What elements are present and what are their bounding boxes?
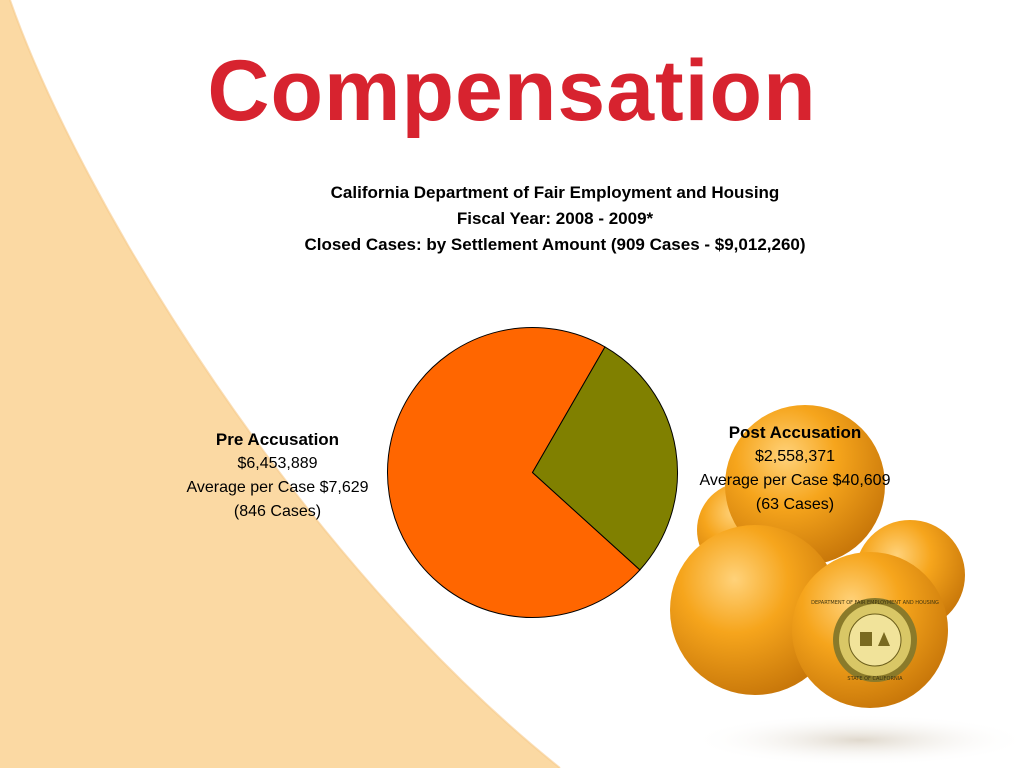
data-label-post-accusation: Post Accusation $2,558,371 Average per C… [675, 421, 915, 517]
data-label-pre-accusation: Pre Accusation $6,453,889 Average per Ca… [160, 428, 395, 524]
chart-subtitle-closed-cases: Closed Cases: by Settlement Amount (909 … [304, 235, 806, 254]
chart-subtitle-fiscal-year: Fiscal Year: 2008 - 2009* [456, 209, 654, 228]
data-label-amount: $2,558,371 [754, 448, 836, 465]
data-label-name: Pre Accusation [215, 430, 340, 449]
pie-chart [387, 327, 678, 618]
data-label-cases: (846 Cases) [233, 503, 322, 520]
chart-title-block: California Department of Fair Employment… [180, 180, 930, 258]
pie-slice-pre-accusation [387, 327, 641, 618]
data-label-cases: (63 Cases) [755, 496, 835, 513]
data-label-amount: $6,453,889 [237, 455, 318, 472]
data-label-name: Post Accusation [728, 423, 862, 442]
dfeh-seal-icon: DEPARTMENT OF FAIR EMPLOYMENT AND HOUSIN… [811, 598, 939, 682]
data-label-average: Average per Case $7,629 [186, 479, 369, 496]
data-label-average: Average per Case $40,609 [699, 472, 891, 489]
pie-slice-post-accusation [531, 346, 678, 571]
seal-subtext: STATE OF CALIFORNIA [847, 676, 903, 682]
chart-title: California Department of Fair Employment… [330, 183, 780, 202]
seal-text: DEPARTMENT OF FAIR EMPLOYMENT AND HOUSIN… [811, 600, 939, 606]
slide-title: Compensation [207, 43, 817, 139]
orange-fruit-pyramid-icon: DEPARTMENT OF FAIR EMPLOYMENT AND HOUSIN… [670, 405, 1024, 766]
